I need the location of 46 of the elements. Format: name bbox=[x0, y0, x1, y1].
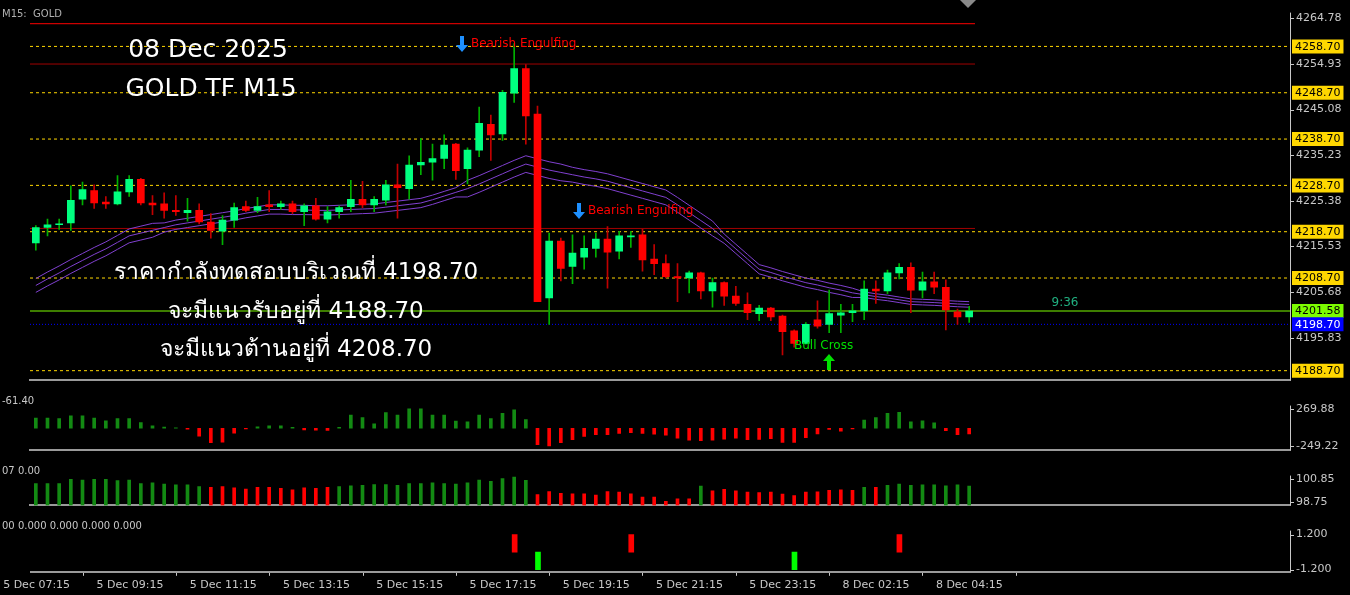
y-tick-label: 100.85 bbox=[1296, 471, 1335, 485]
text: 00 0.000 0.000 0.000 0.000 bbox=[2, 520, 142, 532]
ref-line-label: 4198.70 bbox=[1295, 317, 1341, 331]
ref-line-label: 4248.70 bbox=[1295, 86, 1341, 100]
x-tick-label: 5 Dec 15:15 bbox=[376, 578, 444, 592]
ref-line-label: 4228.70 bbox=[1295, 178, 1341, 192]
text: -61.40 bbox=[2, 395, 35, 407]
y-tick-label: 4225.38 bbox=[1296, 193, 1342, 207]
annotation: ราคากำลังทดสอบบริเวณที่ 4198.70 bbox=[113, 254, 479, 284]
x-tick-label: 5 Dec 17:15 bbox=[469, 578, 537, 592]
x-tick-label: 5 Dec 09:15 bbox=[96, 578, 164, 592]
y-tick-label: 269.88 bbox=[1296, 401, 1335, 415]
y-tick-label: 4245.08 bbox=[1296, 102, 1342, 116]
text: GOLD TF M15 bbox=[125, 72, 297, 102]
y-tick-label: -1.200 bbox=[1296, 562, 1332, 576]
annotation: จะมีแนวต้านอยู่ที่ 4208.70 bbox=[159, 331, 433, 362]
y-tick-label: 4254.93 bbox=[1296, 56, 1342, 70]
x-tick-label: 5 Dec 11:15 bbox=[189, 578, 257, 592]
y-tick-label: 4205.68 bbox=[1296, 284, 1342, 298]
x-tick-label: 8 Dec 02:15 bbox=[842, 578, 910, 592]
x-tick-label: 8 Dec 04:15 bbox=[935, 578, 1003, 592]
ref-line-label: 4201.58 bbox=[1295, 304, 1341, 318]
ref-line-label: 4218.70 bbox=[1295, 225, 1341, 239]
x-tick-label: 5 Dec 23:15 bbox=[749, 578, 817, 592]
ref-line-label: 4238.70 bbox=[1295, 132, 1341, 146]
x-tick-label: 5 Dec 07:15 bbox=[3, 578, 71, 592]
y-tick-label: 98.75 bbox=[1296, 495, 1328, 509]
ref-line-label: 4208.70 bbox=[1295, 271, 1341, 285]
annotation: จะมีแนวรับอยู่ที่ 4188.70 bbox=[168, 293, 424, 324]
annotation: 9:36 bbox=[1051, 295, 1079, 310]
y-tick-label: 4235.23 bbox=[1296, 147, 1342, 161]
y-tick-label: 4195.83 bbox=[1296, 330, 1342, 344]
ref-line-label: 4258.70 bbox=[1295, 39, 1341, 53]
x-tick-label: 5 Dec 21:15 bbox=[656, 578, 724, 592]
ref-line-label: 4188.70 bbox=[1295, 364, 1341, 378]
x-tick-label: 5 Dec 19:15 bbox=[562, 578, 630, 592]
text: 07 0.00 bbox=[2, 465, 41, 477]
annotation: M15: GOLD bbox=[2, 7, 63, 19]
y-tick-label: -249.22 bbox=[1296, 439, 1339, 453]
text: 08 Dec 2025 bbox=[128, 33, 288, 63]
y-tick-label: 4264.78 bbox=[1296, 11, 1342, 25]
annotation: Bull Cross bbox=[794, 338, 854, 353]
y-tick-label: 1.200 bbox=[1296, 527, 1328, 541]
annotation: Bearish Engulfing bbox=[471, 36, 577, 51]
x-tick-label: 5 Dec 13:15 bbox=[282, 578, 350, 592]
y-tick-label: 4215.53 bbox=[1296, 239, 1342, 253]
